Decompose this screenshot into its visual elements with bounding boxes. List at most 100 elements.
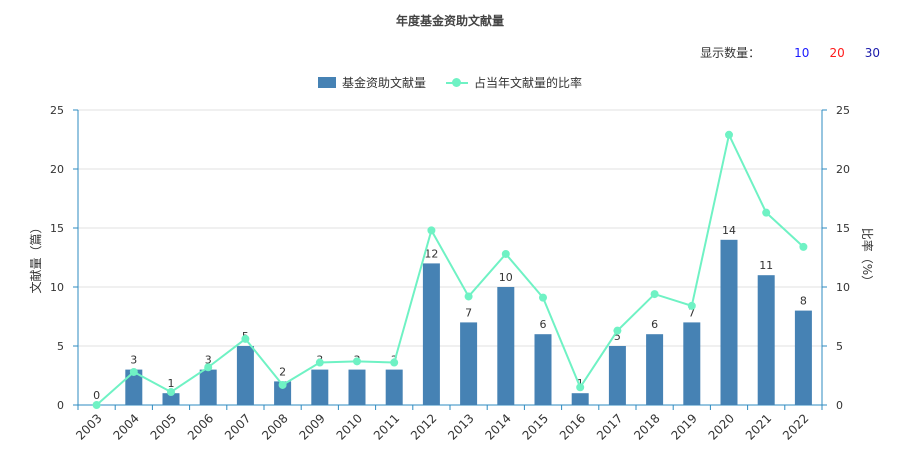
y2-tick-label: 5	[836, 340, 843, 353]
display-count-selector: 显示数量： 10 20 30	[700, 44, 880, 61]
x-tick-label: 2010	[334, 411, 365, 442]
ratio-point	[315, 358, 324, 367]
bar-value-label: 3	[205, 354, 212, 367]
bar-value-label: 6	[651, 318, 658, 331]
display-count-option-20[interactable]: 20	[829, 45, 845, 60]
ratio-point	[762, 208, 771, 217]
chart-title: 年度基金资助文献量	[395, 14, 504, 28]
bar	[757, 275, 775, 405]
bar	[646, 334, 664, 405]
bar	[683, 322, 701, 405]
x-tick-label: 2012	[408, 411, 439, 442]
y2-tick-label: 25	[836, 104, 850, 117]
legend-item-line[interactable]: 占当年文献量的比率	[446, 74, 582, 91]
x-tick-label: 2005	[148, 411, 179, 442]
bar	[794, 310, 812, 405]
ratio-point	[278, 380, 287, 389]
bar-value-label: 8	[800, 295, 807, 308]
bar	[274, 381, 292, 405]
bar	[460, 322, 478, 405]
x-tick-label: 2004	[110, 411, 141, 442]
x-tick-label: 2022	[780, 411, 811, 442]
x-tick-label: 2018	[631, 411, 662, 442]
y-axis-title: 文献量（篇）	[28, 221, 43, 293]
bar	[571, 393, 589, 405]
x-tick-label: 2013	[445, 411, 476, 442]
bar-value-label: 7	[688, 306, 695, 319]
x-tick-label: 2020	[706, 411, 737, 442]
y-tick-label: 0	[57, 399, 64, 412]
x-tick-label: 2014	[482, 411, 513, 442]
bar-value-label: 10	[499, 271, 513, 284]
bar	[534, 334, 552, 405]
ratio-point	[501, 249, 510, 258]
x-tick-label: 2019	[668, 411, 699, 442]
ratio-point	[687, 301, 696, 310]
ratio-point	[241, 334, 250, 343]
ratio-point	[650, 290, 659, 299]
x-tick-label: 2021	[743, 411, 774, 442]
display-count-option-10[interactable]: 10	[794, 45, 810, 60]
bar-value-label: 12	[424, 247, 438, 260]
bar	[311, 369, 329, 405]
legend-line-label: 占当年文献量的比率	[474, 76, 583, 90]
x-tick-label: 2017	[594, 411, 625, 442]
ratio-point	[725, 130, 733, 139]
ratio-point	[427, 226, 436, 235]
y2-axis-title: 比率（%）	[860, 228, 875, 287]
ratio-point	[353, 357, 361, 366]
y2-tick-label: 20	[836, 163, 850, 176]
ratio-point	[464, 292, 473, 301]
display-count-option-30[interactable]: 30	[864, 45, 880, 60]
y2-tick-label: 10	[836, 281, 850, 294]
ratio-point	[167, 388, 175, 397]
bar	[125, 369, 143, 405]
x-tick-label: 2016	[557, 411, 588, 442]
bar-value-label: 6	[540, 318, 547, 331]
bar-value-label: 3	[130, 354, 137, 367]
ratio-point	[204, 363, 213, 372]
x-tick-label: 2006	[185, 411, 216, 442]
x-tick-label: 2003	[73, 411, 104, 442]
bar	[162, 393, 180, 405]
legend-item-bar[interactable]: 基金资助文献量	[317, 74, 426, 91]
ratio-point	[539, 293, 547, 302]
legend-line-swatch	[446, 77, 468, 88]
bar	[348, 369, 366, 405]
bar-value-label: 2	[279, 365, 286, 378]
ratio-line	[95, 131, 805, 406]
ratio-point	[390, 358, 399, 367]
bar-value-label: 5	[614, 330, 621, 343]
bar-value-label: 1	[168, 377, 175, 390]
y-tick-label: 20	[50, 163, 64, 176]
bar	[608, 346, 626, 405]
bar-value-label: 14	[722, 224, 736, 237]
x-tick-label: 2007	[222, 411, 253, 442]
bar	[422, 263, 440, 405]
y2-tick-label: 0	[836, 399, 843, 412]
x-tick-label: 2009	[296, 411, 327, 442]
display-count-label: 显示数量：	[700, 46, 761, 60]
bar-value-label: 11	[759, 259, 773, 272]
bar	[497, 287, 515, 405]
ratio-point	[799, 242, 808, 251]
ratio-point	[92, 401, 101, 409]
y-tick-label: 15	[50, 222, 64, 235]
y-tick-label: 10	[50, 281, 64, 294]
ratio-point	[129, 367, 138, 376]
x-tick-label: 2011	[371, 411, 402, 442]
x-tick-label: 2015	[520, 411, 551, 442]
bar	[385, 369, 403, 405]
x-tick-label: 2008	[259, 411, 290, 442]
bar-value-label: 0	[93, 389, 100, 402]
bar-value-label: 7	[465, 306, 472, 319]
y-tick-label: 25	[50, 104, 64, 117]
bar	[199, 369, 217, 405]
legend-bar-swatch	[317, 77, 336, 88]
legend-bar-label: 基金资助文献量	[341, 76, 426, 90]
y-tick-label: 5	[57, 340, 64, 353]
chart-legend: 基金资助文献量 占当年文献量的比率	[0, 74, 900, 91]
bar	[236, 346, 254, 405]
bar	[720, 239, 738, 405]
ratio-point	[613, 326, 622, 335]
